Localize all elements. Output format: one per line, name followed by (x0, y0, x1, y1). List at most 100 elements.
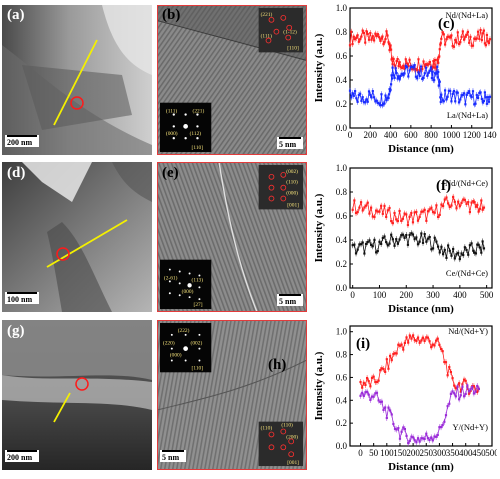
data-point (393, 64, 396, 67)
data-point (407, 442, 410, 445)
data-point (377, 379, 380, 382)
data-point (468, 244, 471, 247)
data-point (398, 344, 402, 347)
data-point (463, 198, 466, 201)
data-point (412, 436, 415, 439)
data-point (473, 201, 476, 204)
data-point (397, 64, 400, 68)
y-tick-label: 0.2 (336, 418, 347, 428)
data-point (444, 361, 448, 364)
data-point (378, 210, 381, 213)
data-point (481, 240, 484, 243)
x-tick-label: 300 (433, 448, 447, 458)
data-point (365, 30, 368, 33)
data-point (424, 66, 428, 69)
data-point (360, 35, 363, 38)
fft-label-e-2: (110) (286, 179, 298, 186)
data-point (405, 62, 409, 65)
data-point (366, 201, 369, 204)
data-point (438, 80, 441, 83)
data-point (433, 344, 436, 347)
saed-label-e-1: (2-61) (164, 274, 178, 281)
data-point (474, 102, 477, 105)
y-axis-label: Intensity (a.u.) (313, 351, 325, 420)
data-point (416, 77, 419, 80)
data-point (372, 39, 376, 42)
data-point (469, 35, 472, 38)
x-tick-label: 1400 (483, 130, 497, 140)
data-point (376, 33, 379, 36)
y-tick-label: 0.6 (336, 51, 348, 61)
saed-label-e-2: (113) (192, 276, 204, 283)
data-point (480, 39, 483, 42)
fft-zone-b: [110] (287, 45, 299, 51)
data-point (371, 90, 374, 93)
data-point (423, 65, 426, 68)
data-point (428, 340, 431, 343)
data-point (468, 90, 471, 93)
series-label: La/(Nd+La) (447, 110, 488, 120)
fft-label-b-2: (1-12) (283, 29, 297, 36)
data-point (425, 432, 428, 435)
x-axis-label: Distance (nm) (388, 143, 454, 155)
data-point (423, 208, 426, 211)
data-point (413, 238, 416, 241)
data-point (486, 40, 490, 43)
data-point (372, 96, 376, 99)
data-point (410, 337, 413, 340)
data-point (428, 235, 431, 239)
chart-i: 0.0 0.2 0.4 0.6 0.8 1.0 0 50 100 150 200 250 300 350 4… (312, 318, 497, 478)
data-point (436, 433, 439, 437)
fft-zone-h: [001] (287, 460, 299, 466)
data-point (457, 101, 461, 104)
data-point (351, 208, 354, 211)
data-point (380, 367, 383, 370)
data-point (411, 233, 415, 236)
data-point (387, 42, 391, 45)
data-point (445, 256, 448, 259)
data-point (408, 58, 411, 61)
data-point (430, 436, 433, 439)
fft-label-h-2: (110) (281, 422, 293, 429)
data-point (387, 96, 390, 100)
data-point (426, 74, 429, 77)
data-point (418, 240, 421, 243)
data-point (361, 391, 364, 394)
data-point (431, 211, 435, 214)
data-point (420, 210, 423, 213)
x-tick-label: 400 (384, 130, 398, 140)
data-point (447, 89, 450, 92)
data-point (358, 206, 361, 209)
x-tick-label: 0 (348, 130, 353, 140)
data-point (436, 215, 440, 219)
data-point (465, 248, 468, 252)
saed-label-b-1: (111) (166, 108, 178, 115)
data-point (472, 249, 475, 252)
data-point (466, 30, 470, 33)
data-point (362, 381, 365, 384)
x-tick-label: 50 (369, 448, 379, 458)
data-point (435, 72, 438, 75)
data-point (366, 240, 369, 244)
data-point (433, 66, 436, 69)
data-point (364, 242, 368, 246)
data-point (359, 201, 363, 204)
x-tick-label: 1000 (442, 130, 461, 140)
data-point (363, 252, 366, 255)
data-point (398, 437, 402, 440)
data-point (408, 439, 411, 442)
data-point (389, 48, 393, 51)
data-point (389, 88, 392, 91)
data-point (462, 395, 466, 398)
hrtem-image-b: (221) (1-12) (111) [110] (111) (221) (00… (157, 5, 307, 155)
data-point (440, 93, 443, 96)
data-point (421, 437, 425, 440)
data-point (473, 103, 476, 106)
data-point (353, 38, 357, 41)
series-label: Nd/(Nd+Ce) (445, 178, 488, 188)
data-point (380, 400, 383, 403)
data-point (434, 66, 437, 69)
data-point (401, 233, 405, 236)
data-point (400, 430, 403, 433)
data-point (461, 30, 464, 33)
